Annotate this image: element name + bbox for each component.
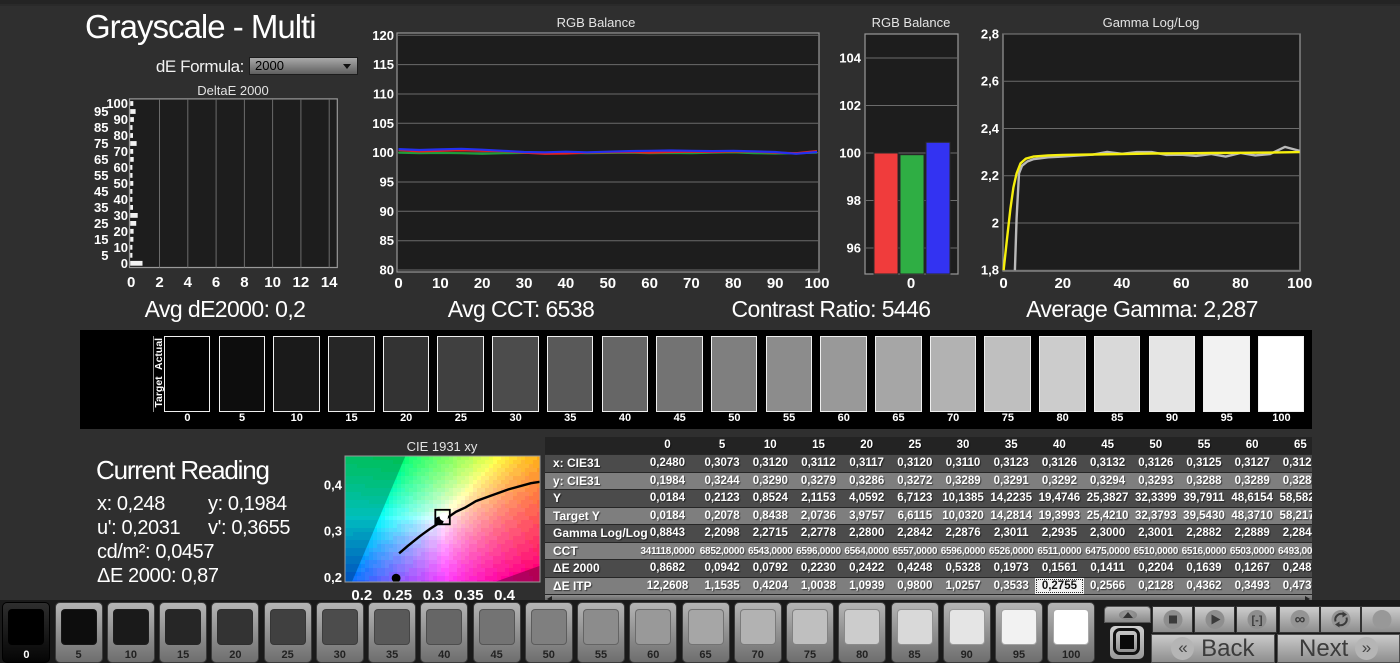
svg-text:60: 60 xyxy=(641,275,658,292)
svg-text:100: 100 xyxy=(106,96,128,111)
svg-text:105: 105 xyxy=(372,116,394,131)
svg-text:70: 70 xyxy=(683,275,700,292)
svg-text:10: 10 xyxy=(432,275,449,292)
svg-text:80: 80 xyxy=(725,275,742,292)
svg-text:30: 30 xyxy=(114,208,128,223)
svg-text:90: 90 xyxy=(767,275,784,292)
svg-text:65: 65 xyxy=(94,152,108,167)
svg-text:0,3: 0,3 xyxy=(423,587,444,604)
svg-text:120: 120 xyxy=(372,28,394,43)
svg-text:85: 85 xyxy=(94,120,108,135)
svg-text:10: 10 xyxy=(114,240,128,255)
svg-text:0,3: 0,3 xyxy=(324,524,342,539)
svg-text:80: 80 xyxy=(114,128,128,143)
svg-text:12: 12 xyxy=(293,274,310,291)
svg-text:90: 90 xyxy=(380,204,394,219)
svg-text:14: 14 xyxy=(321,274,338,291)
svg-text:1,8: 1,8 xyxy=(981,263,999,278)
svg-text:0: 0 xyxy=(127,274,135,291)
svg-text:75: 75 xyxy=(94,136,108,151)
svg-text:0,2: 0,2 xyxy=(351,587,372,604)
svg-text:20: 20 xyxy=(474,275,491,292)
svg-text:2,8: 2,8 xyxy=(981,27,999,42)
svg-text:40: 40 xyxy=(1114,275,1131,292)
svg-text:0,4: 0,4 xyxy=(324,478,343,493)
svg-text:0,25: 0,25 xyxy=(383,587,412,604)
svg-text:RGB Balance: RGB Balance xyxy=(557,15,636,30)
svg-text:95: 95 xyxy=(380,175,394,190)
svg-text:104: 104 xyxy=(839,51,861,66)
svg-text:6: 6 xyxy=(212,274,220,291)
svg-text:45: 45 xyxy=(94,184,108,199)
svg-text:110: 110 xyxy=(373,87,394,102)
svg-text:95: 95 xyxy=(94,104,108,119)
svg-text:80: 80 xyxy=(1232,275,1249,292)
svg-text:Gamma Log/Log: Gamma Log/Log xyxy=(1103,15,1200,30)
svg-text:2: 2 xyxy=(992,216,999,231)
svg-text:60: 60 xyxy=(114,160,128,175)
svg-text:70: 70 xyxy=(114,144,128,159)
svg-text:4: 4 xyxy=(184,274,193,291)
svg-text:40: 40 xyxy=(558,275,575,292)
svg-text:DeltaE 2000: DeltaE 2000 xyxy=(197,83,269,98)
svg-text:15: 15 xyxy=(94,232,108,247)
svg-text:100: 100 xyxy=(839,146,861,161)
svg-text:35: 35 xyxy=(94,200,108,215)
svg-text:0: 0 xyxy=(121,256,128,271)
svg-text:100: 100 xyxy=(1287,275,1312,292)
svg-text:0: 0 xyxy=(394,275,402,292)
svg-text:50: 50 xyxy=(114,176,128,191)
svg-text:20: 20 xyxy=(114,224,128,239)
svg-text:RGB Balance: RGB Balance xyxy=(872,15,951,30)
svg-text:60: 60 xyxy=(1173,275,1190,292)
svg-text:50: 50 xyxy=(599,275,616,292)
svg-text:55: 55 xyxy=(94,168,108,183)
svg-text:0: 0 xyxy=(907,275,915,292)
svg-text:115: 115 xyxy=(373,57,394,72)
svg-text:85: 85 xyxy=(380,233,394,248)
svg-text:96: 96 xyxy=(847,241,861,256)
svg-text:90: 90 xyxy=(114,112,128,127)
svg-text:10: 10 xyxy=(264,274,281,291)
svg-text:∞: ∞ xyxy=(1294,611,1305,628)
svg-text:0,35: 0,35 xyxy=(454,587,483,604)
svg-text:2: 2 xyxy=(155,274,163,291)
svg-text:100: 100 xyxy=(372,145,394,160)
svg-text:25: 25 xyxy=(94,216,108,231)
svg-text:2,2: 2,2 xyxy=(981,168,999,183)
svg-text:20: 20 xyxy=(1054,275,1071,292)
svg-text:8: 8 xyxy=(240,274,248,291)
svg-text:0,4: 0,4 xyxy=(494,587,516,604)
svg-text:100: 100 xyxy=(804,275,829,292)
svg-text:30: 30 xyxy=(516,275,533,292)
svg-text:102: 102 xyxy=(839,98,861,113)
svg-text:40: 40 xyxy=(114,192,128,207)
svg-text:2,6: 2,6 xyxy=(981,74,999,89)
svg-text:80: 80 xyxy=(380,263,394,278)
svg-text:CIE 1931 xy: CIE 1931 xy xyxy=(407,439,478,454)
svg-text:98: 98 xyxy=(847,193,861,208)
svg-text:[-]: [-] xyxy=(1251,615,1262,627)
svg-text:5: 5 xyxy=(101,248,108,263)
svg-text:0,2: 0,2 xyxy=(324,570,342,585)
svg-text:2,4: 2,4 xyxy=(981,121,1000,136)
svg-text:0: 0 xyxy=(999,275,1007,292)
